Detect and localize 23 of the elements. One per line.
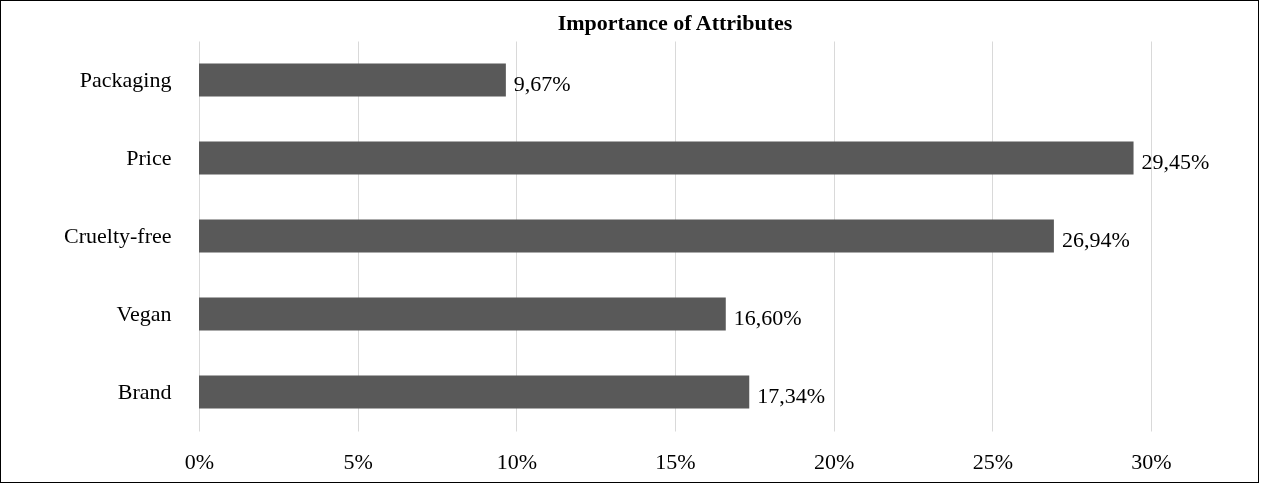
y-tick-label: Cruelty-free	[64, 223, 172, 248]
data-label: 9,67%	[513, 71, 571, 96]
x-tick-label: 25%	[972, 448, 1013, 474]
bar	[199, 63, 506, 97]
chart-title: Importance of Attributes	[557, 10, 793, 35]
x-tick-label: 0%	[184, 448, 215, 474]
data-label: 29,45%	[1141, 149, 1210, 174]
x-tick-label: 10%	[496, 448, 537, 474]
x-tick-label: 30%	[1131, 448, 1172, 474]
data-label: 17,34%	[757, 383, 826, 408]
y-tick-label: Brand	[117, 379, 172, 404]
x-tick-label: 20%	[814, 448, 855, 474]
x-tick-label: 15%	[655, 448, 696, 474]
y-tick-label: Price	[126, 145, 172, 170]
y-tick-label: Vegan	[116, 301, 172, 326]
y-tick-label: Packaging	[79, 67, 172, 92]
data-label: 16,60%	[733, 305, 802, 330]
bar	[199, 219, 1054, 253]
bar	[199, 375, 750, 409]
x-tick-label: 5%	[343, 448, 373, 474]
bar	[199, 297, 726, 331]
bar	[199, 141, 1134, 175]
data-label: 26,94%	[1061, 227, 1130, 252]
